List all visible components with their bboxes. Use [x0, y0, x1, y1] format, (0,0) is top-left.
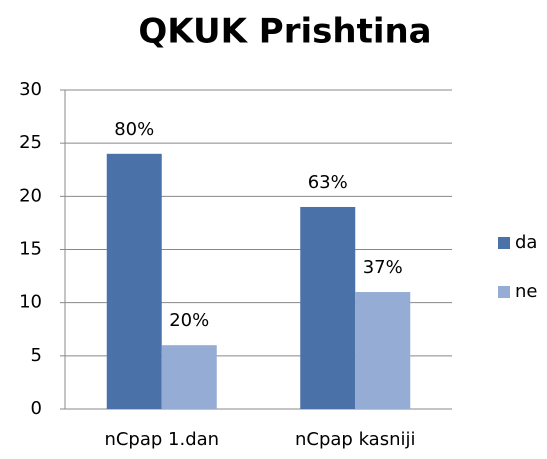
- x-tick-label: nCpap 1.dan: [104, 429, 219, 450]
- y-tick-label: 30: [19, 79, 42, 100]
- legend-label: ne: [515, 281, 537, 302]
- legend-label: da: [515, 232, 537, 253]
- x-tick-label: nCpap kasniji: [295, 429, 416, 450]
- y-tick-label: 0: [31, 398, 42, 419]
- y-tick-label: 15: [19, 239, 42, 260]
- legend-swatch: [498, 237, 510, 249]
- bar: [300, 206, 356, 409]
- bar-label: 63%: [308, 172, 348, 193]
- chart-title: QKUK Prishtina: [138, 12, 431, 52]
- legend-swatch: [498, 286, 510, 298]
- y-tick-label: 20: [19, 185, 42, 206]
- bar: [355, 292, 411, 409]
- bar: [161, 345, 217, 409]
- bar: [106, 153, 162, 409]
- bar-label: 80%: [114, 119, 154, 140]
- bar-label: 37%: [363, 257, 403, 278]
- y-tick-label: 5: [31, 345, 42, 366]
- bar-label: 20%: [169, 310, 209, 331]
- y-tick-label: 10: [19, 292, 42, 313]
- y-tick-label: 25: [19, 132, 42, 153]
